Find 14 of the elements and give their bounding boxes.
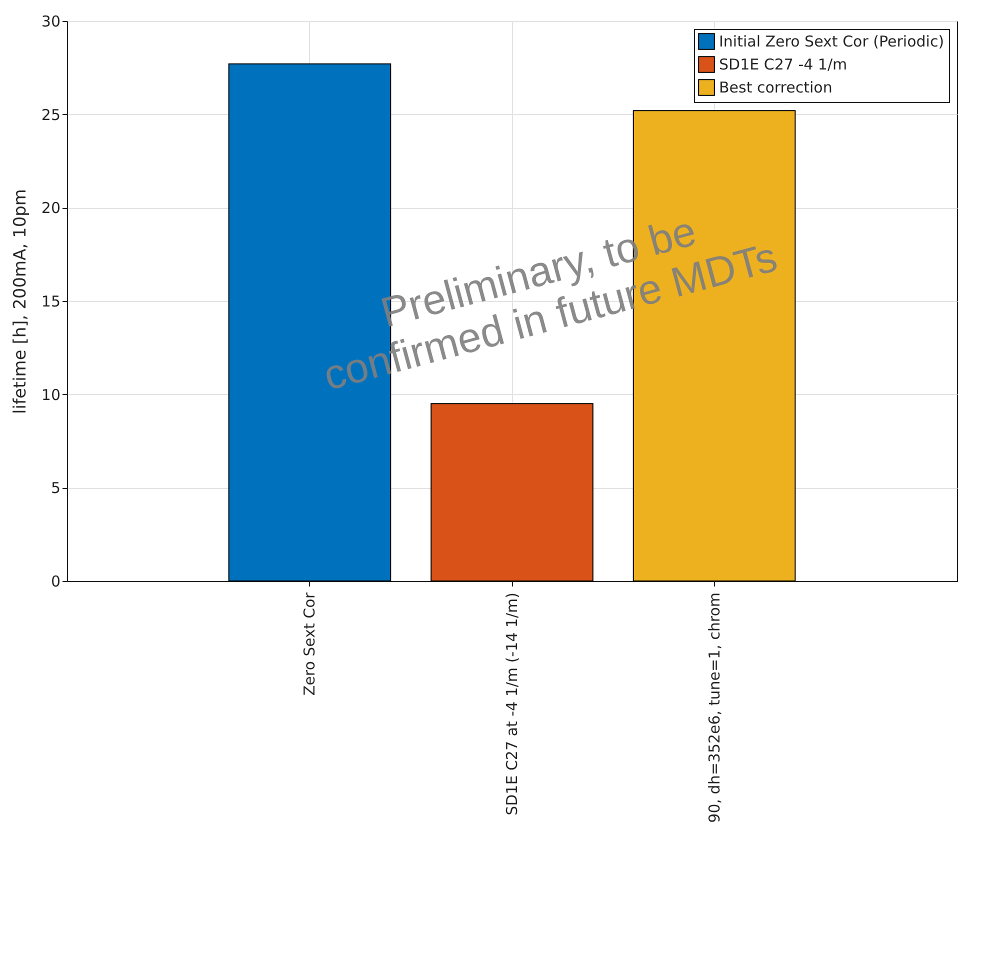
y-tick-label: 25: [41, 106, 60, 124]
y-tick-label: 20: [41, 199, 60, 218]
y-tick-label: 0: [50, 572, 60, 590]
y-axis-title: lifetime [h], 200mA, 10pm: [10, 189, 30, 414]
y-tick-label: 10: [41, 386, 60, 404]
x-tick-label: Zero Sext Cor: [300, 592, 319, 696]
y-tick-label: 15: [41, 292, 60, 310]
x-tick-label: 90, dh=352e6, tune=1, chrom: [705, 592, 724, 823]
y-tick-label: 30: [41, 12, 60, 30]
y-tick-label: 5: [50, 479, 60, 498]
x-tick-label: SD1E C27 at -4 1/m (-14 1/m): [503, 592, 521, 816]
legend-label: Best correction: [719, 78, 832, 96]
legend-label: Initial Zero Sext Cor (Periodic): [719, 32, 944, 50]
legend-label: SD1E C27 -4 1/m: [719, 56, 848, 74]
